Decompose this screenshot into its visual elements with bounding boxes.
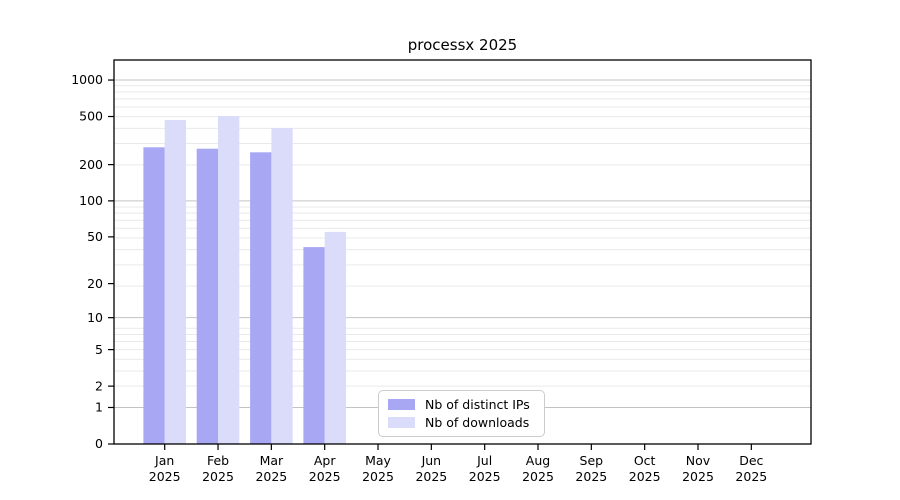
bar-distinct-ips-apr — [303, 247, 325, 444]
x-tick-label-mar: Mar 2025 — [255, 453, 287, 484]
y-tick-label: 5 — [95, 342, 103, 357]
y-tick-label: 1 — [95, 400, 103, 415]
x-tick-label-jun: Jun 2025 — [415, 453, 447, 484]
y-tick-label: 20 — [87, 276, 103, 291]
legend-item-downloads: Nb of downloads — [388, 415, 535, 430]
legend-swatch-downloads — [388, 417, 415, 428]
y-tick-label: 1000 — [71, 72, 103, 87]
x-tick-label-jan: Jan 2025 — [149, 453, 181, 484]
x-tick-label-oct: Oct 2025 — [629, 453, 661, 484]
x-tick-label-dec: Dec 2025 — [735, 453, 767, 484]
x-tick-label-sep: Sep 2025 — [575, 453, 607, 484]
x-tick-label-jul: Jul 2025 — [469, 453, 501, 484]
x-tick-label-feb: Feb 2025 — [202, 453, 234, 484]
legend-item-distinct-ips: Nb of distinct IPs — [388, 397, 535, 412]
x-tick-label-apr: Apr 2025 — [309, 453, 341, 484]
x-tick-label-nov: Nov 2025 — [682, 453, 714, 484]
y-tick-label: 50 — [87, 229, 103, 244]
bar-distinct-ips-mar — [250, 152, 272, 445]
plot-border — [113, 59, 812, 445]
bar-distinct-ips-feb — [196, 148, 218, 444]
bar-downloads-mar — [271, 128, 293, 444]
legend-swatch-distinct-ips — [388, 399, 415, 410]
bar-distinct-ips-jan — [143, 147, 165, 445]
bar-downloads-feb — [218, 116, 240, 444]
y-tick-label: 2 — [95, 378, 103, 393]
legend-label-downloads: Nb of downloads — [425, 415, 530, 430]
y-tick-label: 0 — [95, 436, 103, 451]
x-tick-label-may: May 2025 — [362, 453, 394, 484]
chart-title: processx 2025 — [407, 36, 518, 54]
bar-downloads-jan — [164, 120, 186, 444]
x-tick-label-aug: Aug 2025 — [522, 453, 554, 484]
y-tick-label: 500 — [79, 109, 103, 124]
legend-label-distinct-ips: Nb of distinct IPs — [425, 397, 530, 412]
y-tick-label: 10 — [87, 310, 103, 325]
y-tick-label: 200 — [79, 157, 103, 172]
y-tick-label: 100 — [79, 193, 103, 208]
legend: Nb of distinct IPs Nb of downloads — [378, 390, 545, 437]
bar-downloads-apr — [324, 231, 346, 444]
